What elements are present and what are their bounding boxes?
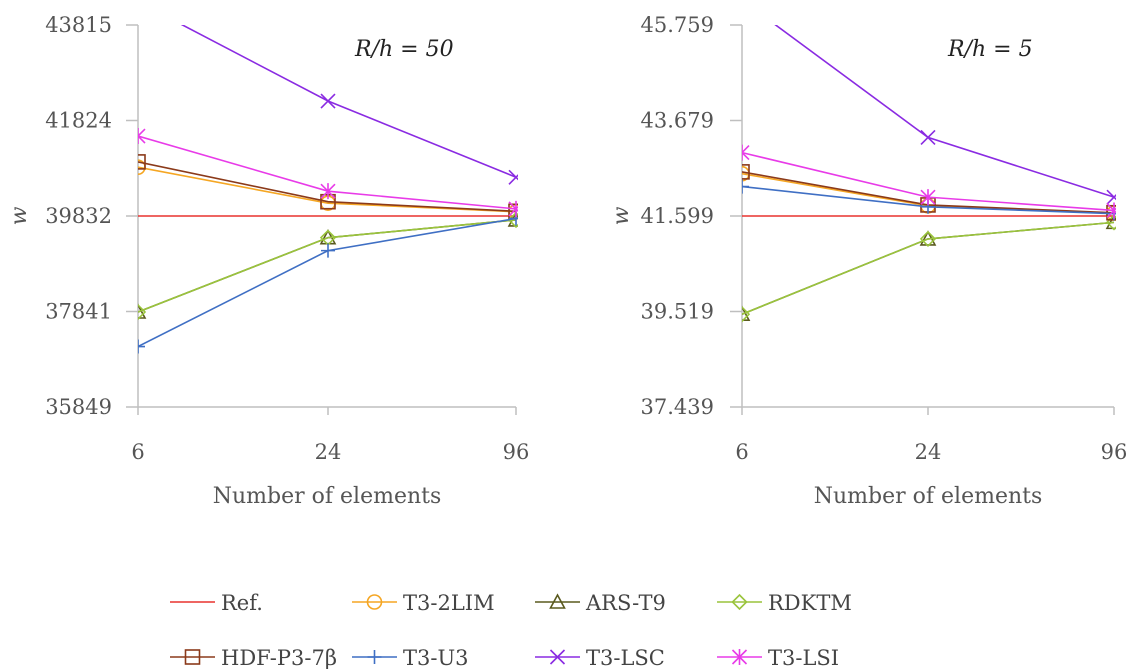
- data-point-t3-lsi: [1106, 202, 1116, 219]
- data-point-t3-lsi: [138, 128, 146, 145]
- legend-item-t3-u3: T3-U3: [352, 646, 469, 669]
- data-point-t3-lsi: [920, 189, 936, 206]
- legend-label: T3-2LIM: [403, 591, 495, 615]
- data-point-t3-lsc: [920, 129, 936, 146]
- legend-marker-ars-t9: [549, 593, 566, 609]
- data-point-t3-lsc: [1106, 189, 1116, 205]
- x-tick-label: 96: [1101, 440, 1128, 464]
- legend-item-t3-lsc: T3-LSC: [535, 646, 665, 669]
- data-point-hdf-p3-7: [742, 164, 750, 180]
- legend-item-ars-t9: ARS-T9: [535, 591, 666, 615]
- y-tick-label: 39.519: [641, 300, 714, 324]
- x-axis-title: Number of elements: [213, 484, 442, 509]
- legend: Ref. T3-2LIM ARS-T9 RDKTM HDF-P3-7β T3-U3 T3-L…: [170, 591, 852, 669]
- data-point-rdktm: [742, 306, 751, 323]
- legend-item-ref: Ref.: [170, 591, 263, 615]
- data-point-hdf-p3-7: [138, 154, 146, 170]
- series-line-t3-lsc: [774, 25, 1115, 198]
- legend-item-t3-lsi: T3-LSI: [717, 646, 839, 669]
- series-group: [131, 0, 518, 354]
- data-point-t3-lsi: [508, 200, 518, 217]
- legend-label: ARS-T9: [585, 591, 666, 615]
- data-point-rdktm: [919, 230, 937, 248]
- legend-item-t3-2lim: T3-2LIM: [352, 591, 495, 615]
- data-point-t3-u3: [138, 339, 145, 354]
- legend-marker-t3-lsi: [731, 649, 748, 665]
- legend-label: T3-U3: [403, 646, 469, 669]
- legend-label: RDKTM: [768, 591, 852, 615]
- x-tick-label: 96: [503, 440, 530, 464]
- data-point-t3-lsc: [131, 0, 145, 9]
- chart-panel-right: 37.439 39.519 41.599 43.679 45.759 6 24 96 Numbe…: [609, 0, 1128, 509]
- legend-label: HDF-P3-7β: [221, 646, 337, 669]
- series-line-rdktm: [742, 221, 1115, 315]
- x-tick-label: 6: [735, 440, 748, 464]
- chart-panel-left: 35849 37841 39832 41824 43815 6 24 96 Number of …: [7, 0, 530, 509]
- data-point-t3-lsc: [320, 93, 336, 109]
- data-point-t3-u3: [321, 243, 335, 258]
- legend-item-rdktm: RDKTM: [717, 591, 852, 615]
- y-tick-label: 43.679: [641, 109, 714, 133]
- data-point-ars-t9: [138, 303, 147, 319]
- y-tick-label: 39832: [45, 204, 112, 228]
- series-line-rdktm: [138, 219, 517, 313]
- legend-marker-t3-lsc: [549, 649, 566, 665]
- legend-label: T3-LSC: [586, 646, 665, 669]
- legend-marker-t3-2lim: [366, 594, 383, 610]
- legend-item-hdf-p3-7: HDF-P3-7β: [170, 646, 337, 669]
- y-tick-label: 45.759: [641, 13, 714, 37]
- y-axis-title: w: [7, 206, 32, 225]
- y-tick-label: 43815: [45, 13, 112, 37]
- data-point-ars-t9: [742, 305, 751, 322]
- y-tick-label: 41824: [45, 109, 112, 133]
- y-tick-label: 37841: [45, 300, 112, 324]
- y-tick-label: 41.599: [641, 204, 714, 228]
- series-group: [735, 0, 1116, 323]
- data-point-t3-lsi: [742, 144, 750, 161]
- series-line-t3-lsi: [138, 135, 517, 210]
- x-tick-label: 6: [131, 440, 144, 464]
- panel-annotation: R/h = 5: [947, 37, 1033, 62]
- data-point-t3-lsi: [320, 183, 336, 200]
- data-point-t3-u3: [742, 179, 749, 194]
- legend-marker-t3-u3: [367, 650, 382, 664]
- legend-label: T3-LSI: [768, 646, 839, 669]
- series-line-hdf-p3-7: [138, 161, 517, 213]
- x-tick-label: 24: [915, 440, 942, 464]
- x-axis-title: Number of elements: [814, 484, 1043, 509]
- legend-marker-rdktm: [731, 593, 748, 611]
- x-tick-label: 24: [315, 440, 342, 464]
- y-axis-title: w: [609, 206, 634, 225]
- series-line-t3-lsc: [180, 25, 517, 178]
- y-tick-label: 35849: [45, 395, 112, 419]
- series-line-ars-t9: [742, 221, 1115, 315]
- legend-label: Ref.: [221, 591, 263, 615]
- data-point-rdktm: [138, 303, 147, 321]
- legend-marker-hdf-p3-7: [184, 649, 201, 665]
- y-tick-label: 37.439: [641, 395, 714, 419]
- data-point-t3-lsc: [735, 0, 749, 7]
- panel-annotation: R/h = 50: [354, 37, 454, 62]
- data-point-t3-lsc: [508, 169, 518, 185]
